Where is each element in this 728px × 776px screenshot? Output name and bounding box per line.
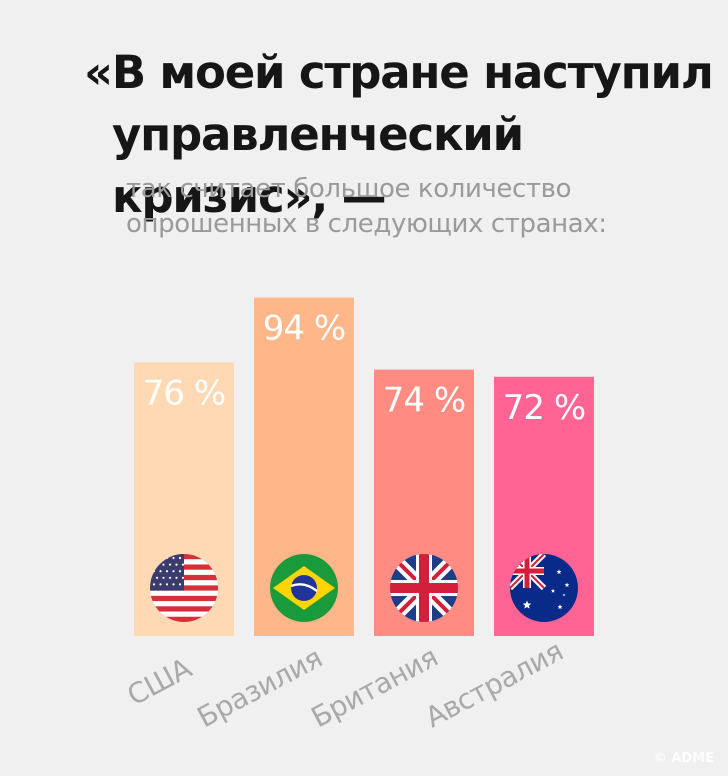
category-label: Бразилия bbox=[192, 641, 328, 734]
bar-group: 76 % США bbox=[122, 362, 234, 712]
australia-flag-icon bbox=[510, 554, 578, 622]
subtitle-line-1: так считает большое количество bbox=[126, 174, 572, 204]
category-label: США bbox=[122, 651, 197, 712]
uk-flag-icon bbox=[390, 554, 458, 622]
subtitle-line-2: опрошенных в следующих странах: bbox=[126, 209, 607, 239]
bar-value-label: 76 % bbox=[143, 373, 225, 413]
bar-value-label: 74 % bbox=[383, 381, 465, 421]
bar-value-label: 72 % bbox=[503, 388, 585, 428]
brazil-flag-icon bbox=[270, 554, 338, 622]
title-line-2: управленческий кризис», — bbox=[112, 108, 524, 223]
category-label: Британия bbox=[306, 640, 443, 734]
adme-watermark: © ADME bbox=[653, 751, 714, 766]
chart-title: «В моей стране наступил управленческий к… bbox=[84, 42, 724, 228]
usa-flag-icon bbox=[150, 554, 218, 622]
category-label: Австралия bbox=[420, 634, 569, 734]
title-line-1: «В моей стране наступил bbox=[84, 46, 714, 99]
chart-subtitle: так считает большое количество опрошенны… bbox=[126, 172, 686, 242]
bar-value-label: 94 % bbox=[263, 309, 345, 349]
